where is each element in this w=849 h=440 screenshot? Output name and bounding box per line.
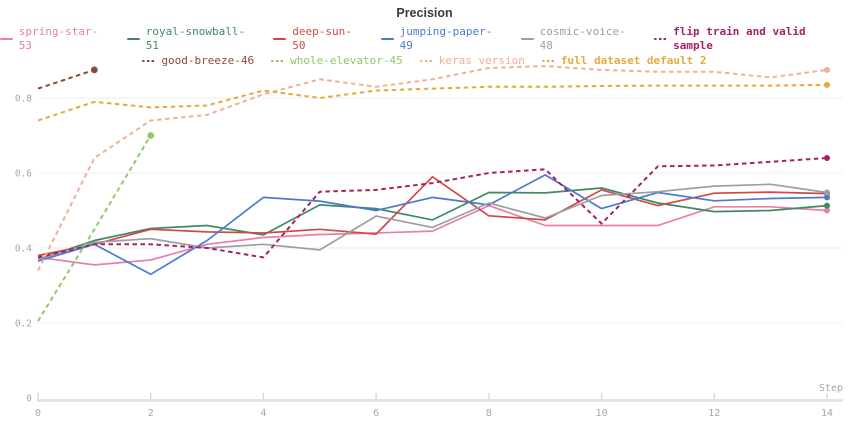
legend-row-1: spring-star-53 royal-snowball-51 deep-sun-… xyxy=(0,25,849,53)
series-line-whole-elevator-45[interactable] xyxy=(37,134,152,322)
series-line-deep-sun-50[interactable] xyxy=(37,175,828,257)
legend-label: keras version xyxy=(438,54,525,67)
legend-label: royal-snowball-51 xyxy=(145,25,246,52)
series-line-cosmic-voice-48[interactable] xyxy=(37,183,828,261)
x-tick-label: 14 xyxy=(821,408,833,419)
series-line-good-breeze-46[interactable] xyxy=(37,68,95,90)
x-tick-label: 0 xyxy=(35,408,41,419)
series-endpoint-dot[interactable] xyxy=(147,132,155,139)
dashed-line-swatch-icon xyxy=(541,59,555,63)
legend-label: jumping-paper-49 xyxy=(399,25,493,52)
x-tick-label: 10 xyxy=(596,408,608,419)
y-tick-label: 0.2 xyxy=(15,319,32,330)
legend-item-good-breeze-46[interactable]: good-breeze-46 xyxy=(142,54,254,68)
dashed-line-swatch-icon xyxy=(654,37,668,41)
chart-legend: spring-star-53 royal-snowball-51 deep-sun-… xyxy=(0,25,849,68)
y-tick-label: 0.8 xyxy=(15,94,32,105)
y-axis-labels: 0 0.2 0.4 0.6 0.8 xyxy=(15,94,32,405)
legend-item-royal-snowball-51[interactable]: royal-snowball-51 xyxy=(126,25,257,53)
legend-item-cosmic-voice-48[interactable]: cosmic-voice-48 xyxy=(520,25,637,53)
dashed-line-swatch-icon xyxy=(142,59,156,63)
y-tick-label: 0.4 xyxy=(15,244,32,255)
legend-item-keras-version[interactable]: keras version xyxy=(419,54,525,68)
solid-line-swatch-icon xyxy=(0,37,13,41)
legend-item-spring-star-53[interactable]: spring-star-53 xyxy=(0,25,110,53)
series-line-full-dataset-default-2[interactable] xyxy=(37,83,828,122)
legend-item-deep-sun-50[interactable]: deep-sun-50 xyxy=(273,25,363,53)
legend-item-flip-train-and-valid-sample[interactable]: flip train and valid sample xyxy=(654,25,849,53)
legend-item-full-dataset-default-2[interactable]: full dataset default 2 xyxy=(541,54,707,68)
legend-label: good-breeze-46 xyxy=(161,54,255,67)
series-lines xyxy=(37,65,830,322)
series-endpoint-dot[interactable] xyxy=(824,202,830,209)
x-axis-title: Step xyxy=(819,383,843,394)
x-axis: 0 2 4 6 8 10 12 14 Step xyxy=(35,383,843,419)
dashed-line-swatch-icon xyxy=(271,59,285,63)
y-tick-label: 0 xyxy=(26,394,32,405)
gridlines xyxy=(38,97,843,324)
legend-label: whole-elevator-45 xyxy=(290,54,403,67)
solid-line-swatch-icon xyxy=(520,37,534,41)
solid-line-swatch-icon xyxy=(380,37,394,41)
dashed-line-swatch-icon xyxy=(419,59,433,63)
series-line-royal-snowball-51[interactable] xyxy=(37,187,828,261)
x-tick-label: 12 xyxy=(708,408,720,419)
series-endpoint-dot[interactable] xyxy=(90,66,98,74)
series-endpoint-dot[interactable] xyxy=(824,66,830,73)
solid-line-swatch-icon xyxy=(273,37,287,41)
series-line-keras-version[interactable] xyxy=(37,65,828,271)
legend-label: full dataset default 2 xyxy=(560,54,707,67)
legend-label: deep-sun-50 xyxy=(292,25,352,52)
legend-label: spring-star-53 xyxy=(18,25,99,52)
series-line-spring-star-53[interactable] xyxy=(37,204,828,266)
series-endpoint-dot[interactable] xyxy=(824,207,830,214)
chart-title: Precision xyxy=(396,6,453,20)
legend-row-2: good-breeze-46 whole-elevator-45 keras ver… xyxy=(142,54,707,68)
series-endpoint-dot[interactable] xyxy=(824,189,830,196)
series-endpoint-dot[interactable] xyxy=(824,155,830,161)
x-tick-label: 8 xyxy=(486,408,492,419)
series-endpoint-dot[interactable] xyxy=(824,81,830,88)
y-tick-label: 0.6 xyxy=(15,169,32,180)
series-line-flip-train-and-valid-sample[interactable] xyxy=(37,157,828,259)
x-tick-label: 6 xyxy=(373,408,379,419)
x-tick-label: 4 xyxy=(260,408,266,419)
x-tick-label: 2 xyxy=(148,408,154,419)
legend-item-whole-elevator-45[interactable]: whole-elevator-45 xyxy=(271,54,403,68)
legend-item-jumping-paper-49[interactable]: jumping-paper-49 xyxy=(380,25,504,53)
legend-label: cosmic-voice-48 xyxy=(539,25,626,52)
legend-label: flip train and valid sample xyxy=(673,25,806,52)
series-line-jumping-paper-49[interactable] xyxy=(37,174,828,276)
solid-line-swatch-icon xyxy=(126,37,140,41)
series-endpoint-dot[interactable] xyxy=(824,194,830,201)
